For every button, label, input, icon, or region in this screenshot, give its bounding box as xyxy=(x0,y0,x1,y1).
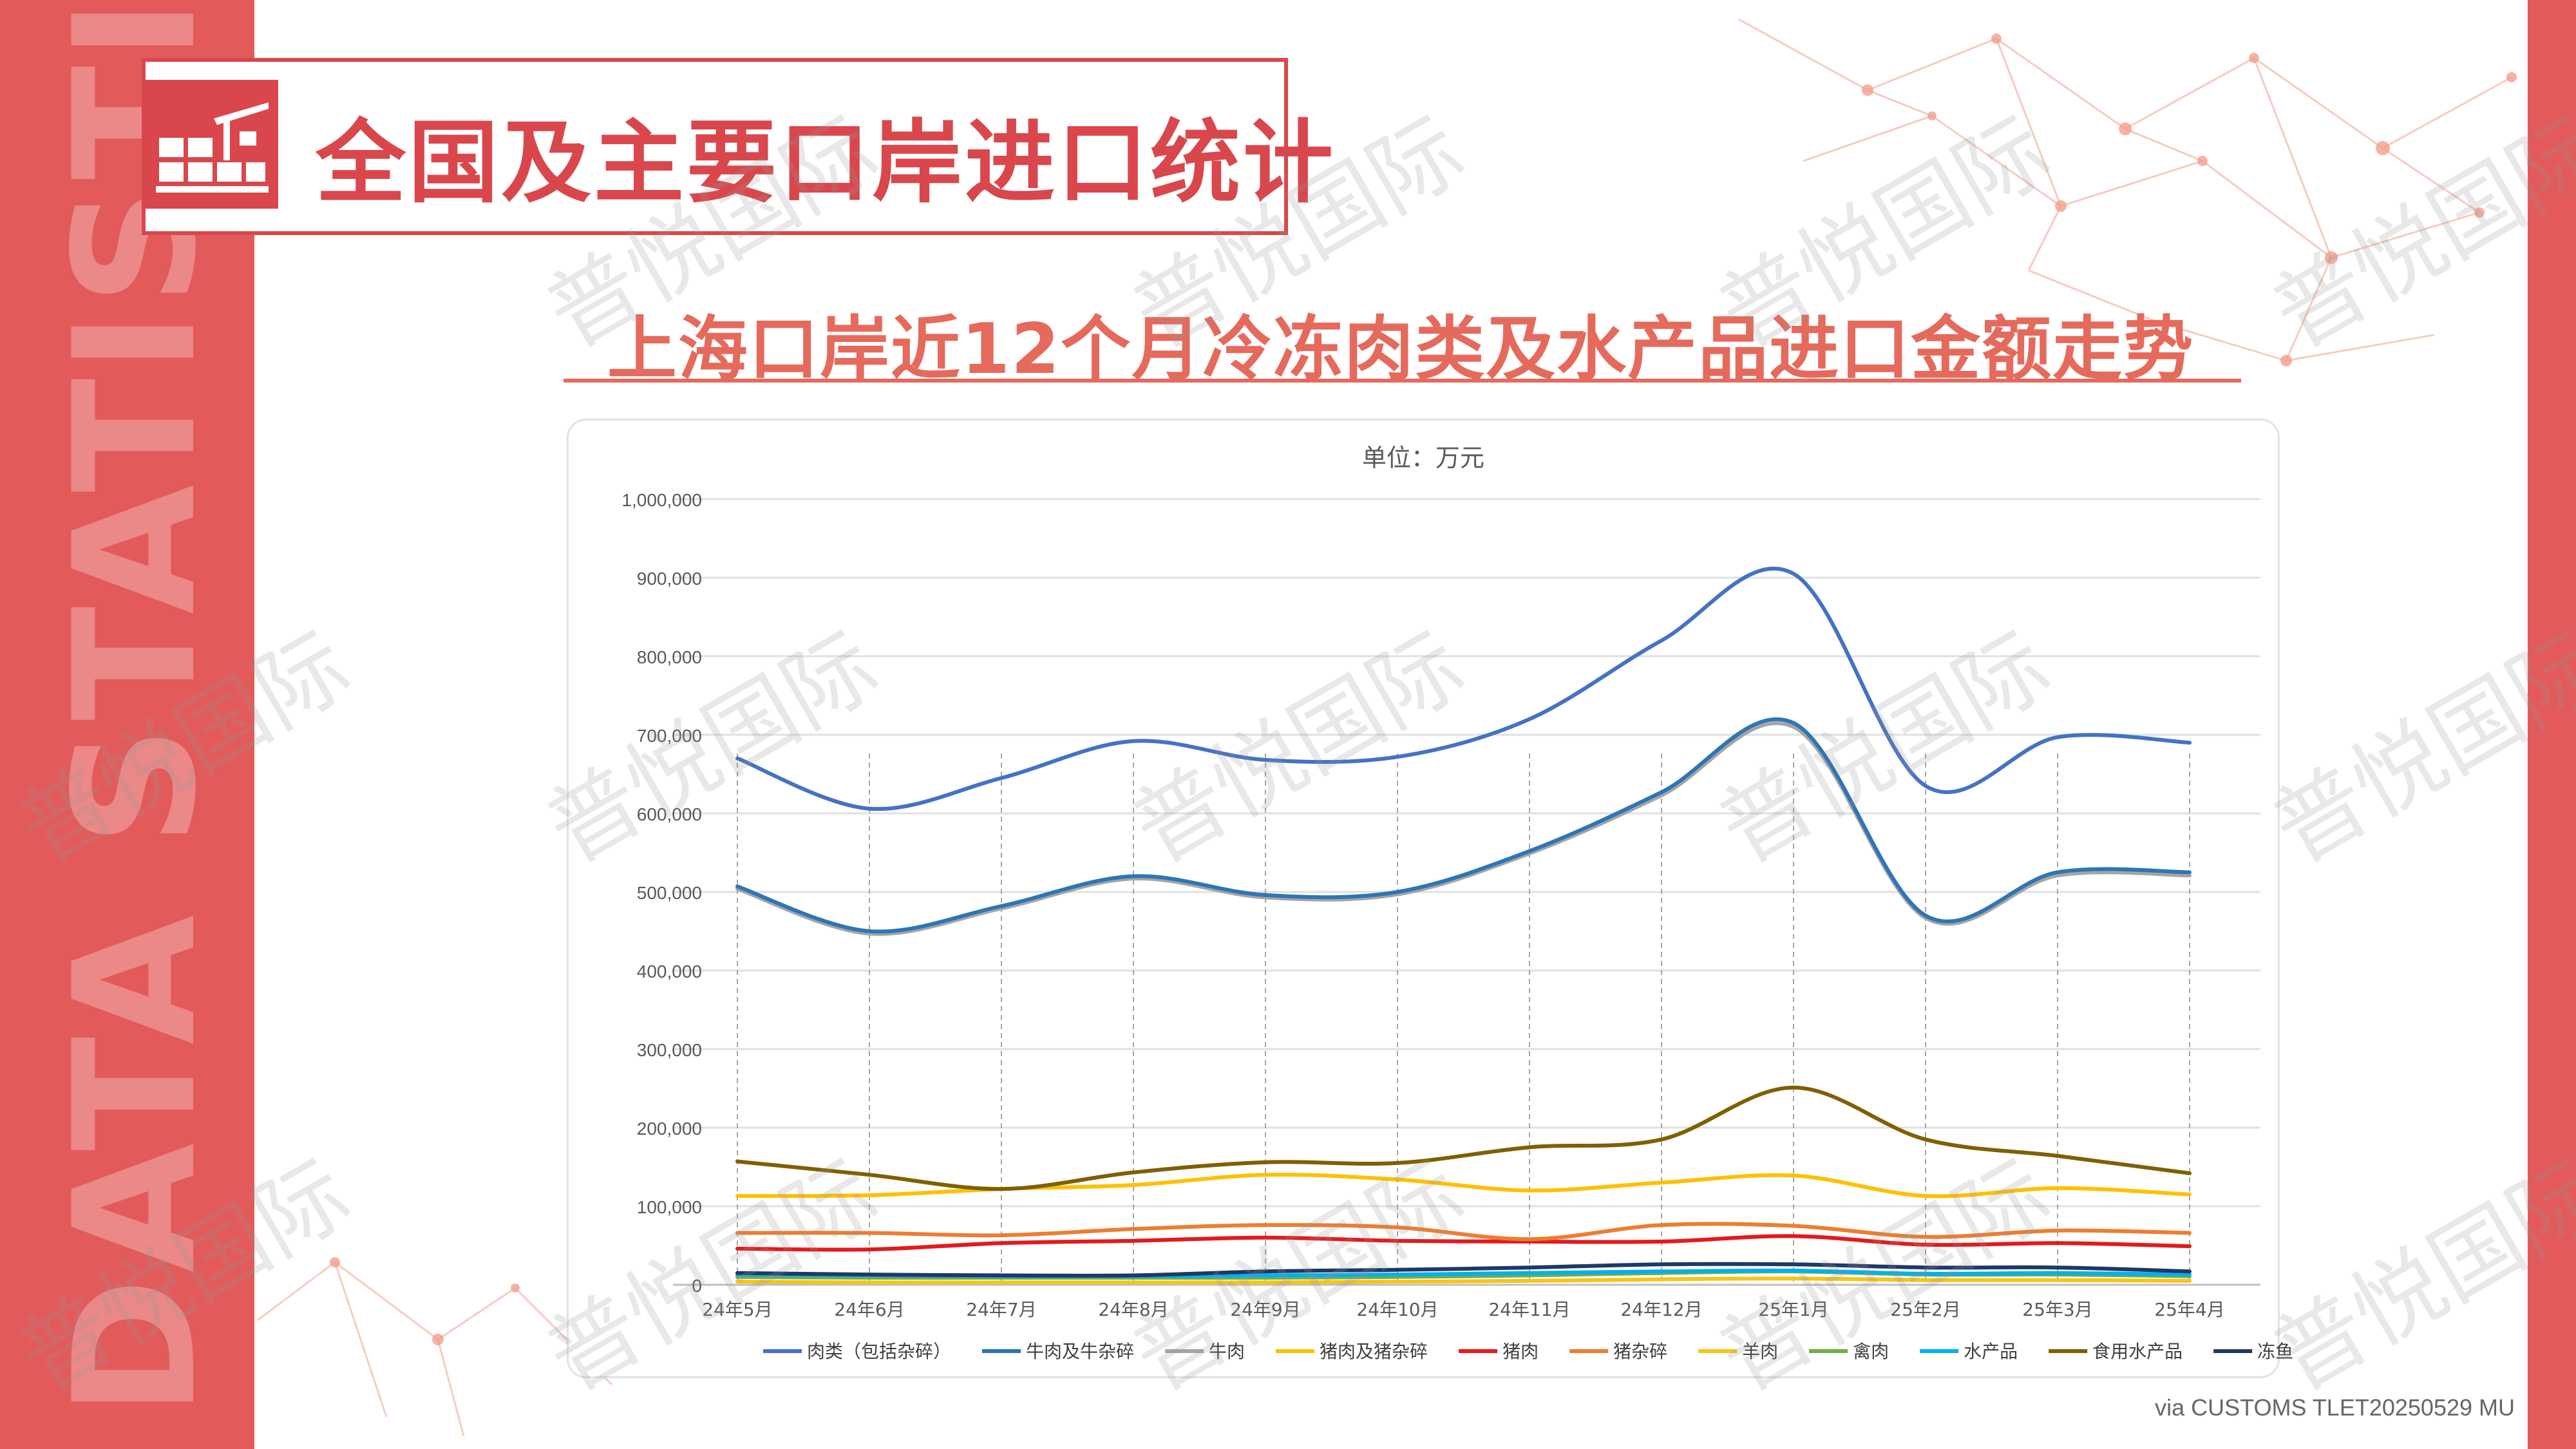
series-line xyxy=(735,1262,2192,1278)
x-tick-label: 24年9月 xyxy=(1230,1299,1300,1320)
y-tick-label: 200,000 xyxy=(637,1119,702,1139)
y-tick-label: 400,000 xyxy=(637,961,702,981)
x-tick-label: 24年6月 xyxy=(834,1299,904,1320)
series-line xyxy=(735,1222,2192,1242)
x-tick-label: 25年4月 xyxy=(2154,1299,2224,1320)
y-tick-label: 700,000 xyxy=(637,726,702,746)
page-title: 全国及主要口岸进口统计 xyxy=(316,111,1336,216)
x-tick-label: 25年1月 xyxy=(1758,1299,1828,1320)
y-tick-label: 100,000 xyxy=(637,1197,702,1217)
chart-unit-label: 单位：万元 xyxy=(1361,444,1484,472)
y-tick-label: 800,000 xyxy=(637,647,702,667)
y-tick-label: 900,000 xyxy=(637,569,702,589)
legend-label: 牛肉及牛杂碎 xyxy=(1026,1341,1134,1362)
legend-label: 猪杂碎 xyxy=(1613,1341,1667,1362)
legend-label: 牛肉 xyxy=(1209,1341,1245,1362)
y-tick-label: 0 xyxy=(692,1276,702,1296)
legend-label: 猪肉及猪杂碎 xyxy=(1320,1341,1428,1362)
subtitle-underline xyxy=(564,379,2241,383)
legend-label: 羊肉 xyxy=(1742,1341,1778,1362)
series-line xyxy=(735,567,2192,811)
y-tick-label: 500,000 xyxy=(637,883,702,903)
x-tick-label: 24年7月 xyxy=(966,1299,1036,1320)
legend-label: 水产品 xyxy=(1964,1341,2018,1362)
x-tick-label: 25年3月 xyxy=(2022,1299,2092,1320)
x-tick-label: 24年12月 xyxy=(1620,1299,1702,1320)
legend-label: 肉类（包括杂碎） xyxy=(807,1341,951,1362)
legend-label: 猪肉 xyxy=(1502,1341,1539,1362)
legend-label: 禽肉 xyxy=(1853,1341,1889,1362)
series-line xyxy=(735,1276,2192,1285)
series-line xyxy=(735,1085,2192,1191)
x-tick-label: 24年8月 xyxy=(1098,1299,1168,1320)
left-accent-band: DATA STATISTICS REPORT xyxy=(0,0,254,1449)
x-tick-label: 24年11月 xyxy=(1488,1299,1570,1320)
x-tick-label: 25年2月 xyxy=(1890,1299,1960,1320)
y-tick-label: 1,000,000 xyxy=(621,490,702,510)
right-accent-band xyxy=(2528,0,2576,1449)
source-note: via CUSTOMS TLET20250529 MU xyxy=(2155,1394,2515,1421)
series-line xyxy=(735,1234,2192,1252)
port-crane-icon xyxy=(143,80,278,209)
x-tick-label: 24年10月 xyxy=(1356,1299,1438,1320)
series-line xyxy=(735,717,2192,934)
legend-label: 冻鱼 xyxy=(2257,1341,2293,1362)
chart-subtitle: 上海口岸近12个月冷冻肉类及水产品进口金额走势 xyxy=(607,309,2195,390)
series-line xyxy=(735,721,2192,936)
x-tick-label: 24年5月 xyxy=(702,1299,772,1320)
y-tick-label: 300,000 xyxy=(637,1040,702,1060)
legend-label: 食用水产品 xyxy=(2092,1341,2183,1362)
y-tick-label: 600,000 xyxy=(637,804,702,824)
